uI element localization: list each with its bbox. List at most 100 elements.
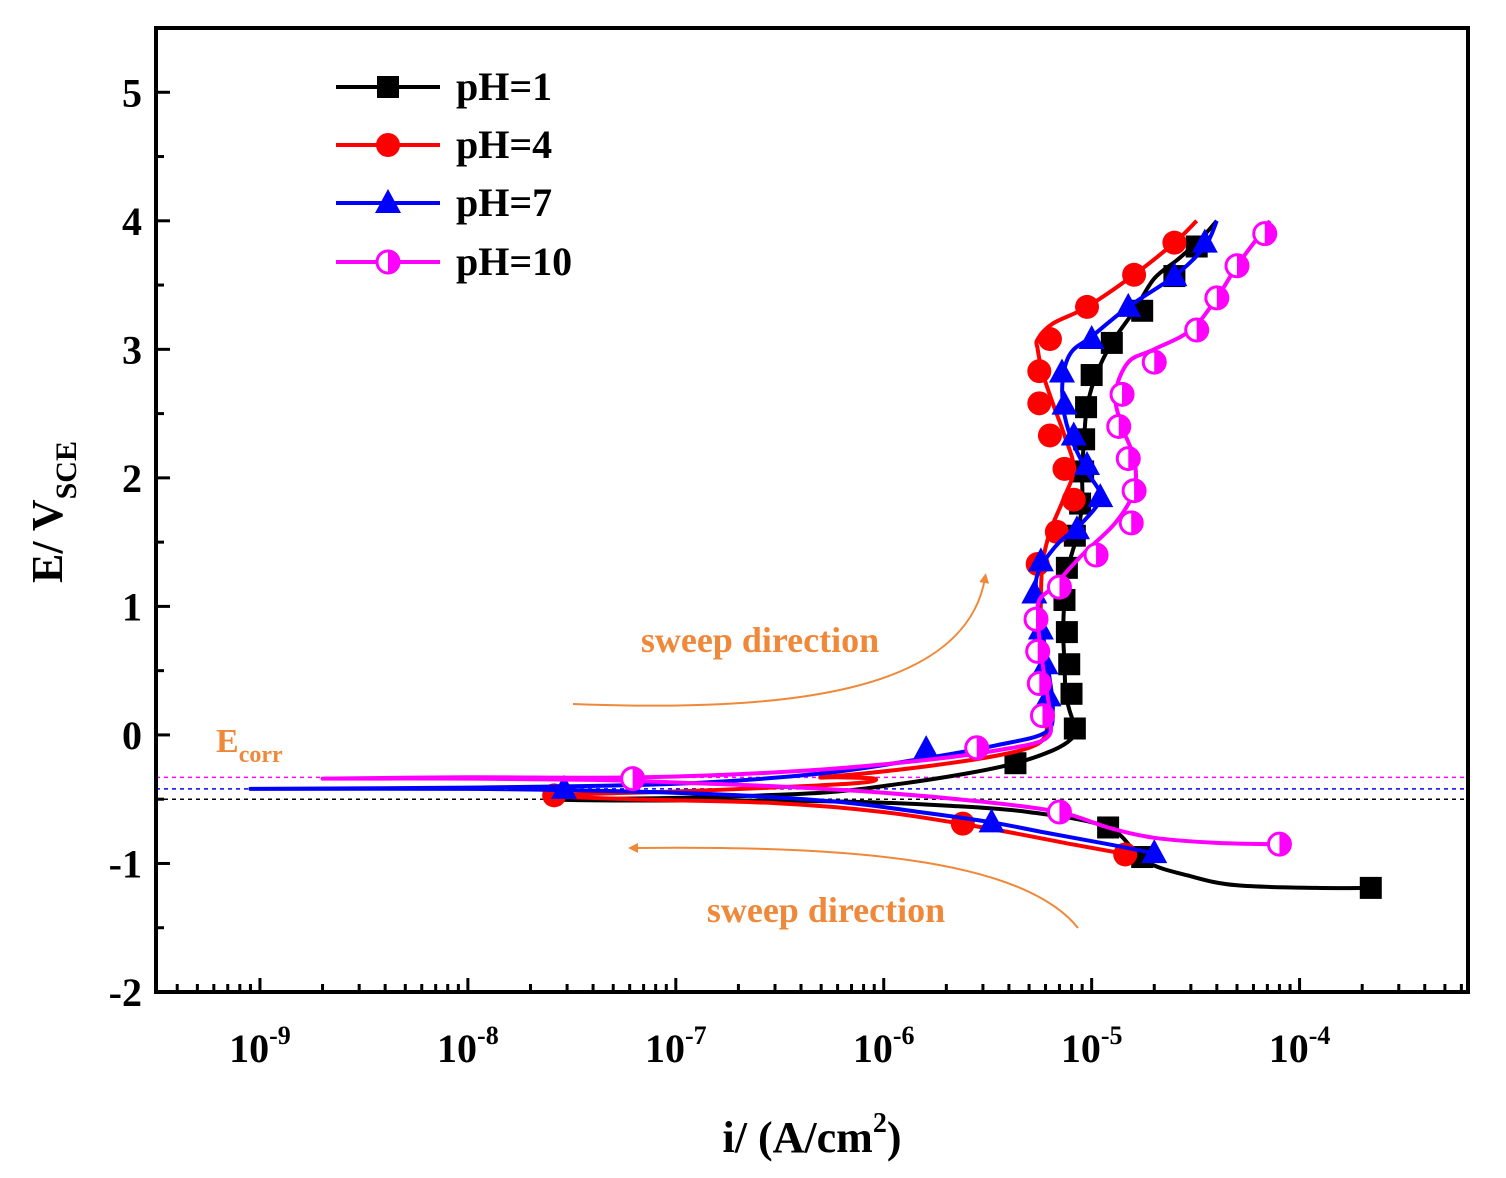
data-point: [1004, 752, 1027, 775]
x-axis-label: i/ (A/cm2): [723, 1108, 902, 1162]
marker-shape: [1161, 262, 1188, 287]
marker-shape: [1074, 451, 1101, 476]
legend-marker: [376, 133, 400, 157]
plot-frame: [154, 26, 1470, 994]
data-point: [1118, 510, 1144, 536]
marker-fill: [632, 767, 644, 790]
data-point: [1029, 703, 1055, 729]
data-point: [1060, 682, 1083, 705]
series-line-pH=1: [546, 219, 1371, 891]
data-point: [1052, 456, 1077, 481]
data-point: [1100, 331, 1123, 354]
plot-area: [156, 219, 1468, 899]
marker-shape: [376, 133, 400, 157]
data-point: [1048, 358, 1075, 383]
data-point: [1063, 717, 1086, 740]
legend-label: pH=10: [456, 239, 572, 284]
data-point: [1204, 285, 1230, 311]
marker-fill: [1216, 286, 1228, 309]
data-point: [1055, 621, 1078, 644]
data-point: [1037, 327, 1062, 352]
data-point: [913, 735, 940, 760]
marker-shape: [1141, 839, 1168, 864]
marker-shape: [1055, 556, 1078, 579]
marker-fill: [1096, 543, 1108, 566]
y-tick-label: 4: [122, 199, 142, 244]
marker-shape: [913, 735, 940, 760]
ecorr-label: Ecorr: [216, 723, 283, 768]
x-tick-label: 10-9: [229, 1021, 291, 1071]
axes: -2 -1 0 1 2 3 4 5 10-9 10-8 10-7 10-6 10-5 10-4: [109, 70, 1463, 1071]
marker-fill: [1131, 511, 1143, 534]
marker-shape: [1037, 423, 1062, 448]
data-point: [551, 774, 578, 799]
data-point: [1184, 317, 1210, 343]
data-point: [1051, 390, 1078, 415]
legend-marker: [375, 249, 401, 275]
marker-shape: [1087, 483, 1114, 508]
data-point: [1032, 650, 1059, 675]
marker-shape: [1115, 292, 1142, 317]
data-point: [1078, 325, 1105, 350]
data-point: [1058, 653, 1081, 676]
marker-shape: [1061, 487, 1086, 512]
marker-shape: [1191, 228, 1218, 253]
data-point: [1074, 451, 1101, 476]
x-tick-label: 10-4: [1269, 1021, 1331, 1071]
marker-shape: [1021, 579, 1048, 604]
data-point: [1162, 230, 1187, 255]
sweep-direction-up-label: sweep direction: [641, 620, 879, 660]
data-point: [1055, 556, 1078, 579]
marker-shape: [978, 808, 1005, 833]
data-point: [1106, 413, 1132, 439]
marker-shape: [1162, 230, 1187, 255]
data-point: [1075, 396, 1098, 419]
x-tick-label: 10-5: [1061, 1021, 1123, 1071]
data-point: [1037, 423, 1062, 448]
data-point: [978, 808, 1005, 833]
y-tick-label: 0: [122, 713, 142, 758]
data-point: [1060, 421, 1087, 446]
data-point: [1075, 294, 1100, 319]
marker-shape: [1075, 396, 1098, 419]
data-point: [1087, 483, 1114, 508]
marker-shape: [1058, 653, 1081, 676]
marker-fill: [1037, 640, 1049, 663]
marker-shape: [1044, 519, 1069, 544]
marker-shape: [551, 774, 578, 799]
marker-fill: [1154, 351, 1166, 374]
data-point: [1063, 515, 1090, 540]
marker-shape: [1051, 390, 1078, 415]
marker-fill: [1279, 833, 1291, 856]
marker-shape: [1078, 325, 1105, 350]
data-point: [1046, 574, 1072, 600]
marker-shape: [1037, 327, 1062, 352]
marker-fill: [1236, 254, 1248, 277]
marker-fill: [1128, 447, 1140, 470]
marker-fill: [388, 251, 399, 273]
marker-shape: [1027, 547, 1054, 572]
legend-label: pH=4: [456, 122, 552, 167]
data-point: [1252, 221, 1278, 247]
y-tick-label: -1: [109, 841, 142, 886]
sweep-direction-down-label: sweep direction: [707, 890, 945, 930]
marker-shape: [1055, 621, 1078, 644]
data-point: [1080, 364, 1103, 387]
marker-fill: [1036, 608, 1048, 631]
marker-fill: [1059, 576, 1071, 599]
sweep-direction-up-arrow: [572, 573, 990, 707]
legend-label: pH=7: [456, 180, 552, 225]
data-point: [1121, 478, 1147, 504]
marker-fill: [976, 736, 988, 759]
data-point: [1115, 292, 1142, 317]
marker-fill: [1039, 672, 1051, 695]
marker-fill: [1042, 704, 1054, 727]
marker-fill: [1134, 479, 1146, 502]
data-point: [620, 766, 646, 792]
y-tick-label: 2: [122, 456, 142, 501]
data-point: [964, 735, 990, 761]
data-point: [1141, 349, 1167, 375]
data-point: [1044, 519, 1069, 544]
marker-shape: [1359, 876, 1382, 899]
